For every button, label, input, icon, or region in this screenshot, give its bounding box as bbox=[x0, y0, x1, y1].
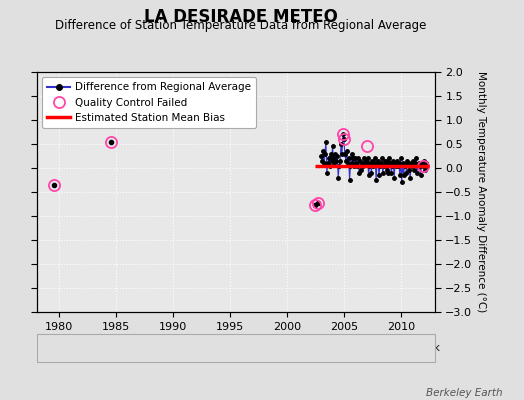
Legend: Difference from Regional Average, Quality Control Failed, Estimated Station Mean: Difference from Regional Average, Qualit… bbox=[42, 77, 256, 128]
Text: Time of Obs. Change: Time of Obs. Change bbox=[264, 343, 366, 353]
Text: Berkeley Earth: Berkeley Earth bbox=[427, 388, 503, 398]
Text: Difference of Station Temperature Data from Regional Average: Difference of Station Temperature Data f… bbox=[56, 19, 427, 32]
Text: Record Gap: Record Gap bbox=[172, 343, 228, 353]
Text: Empirical Break: Empirical Break bbox=[363, 343, 440, 353]
Y-axis label: Monthly Temperature Anomaly Difference (°C): Monthly Temperature Anomaly Difference (… bbox=[476, 71, 486, 313]
Text: Station Move: Station Move bbox=[77, 343, 140, 353]
Text: LA DESIRADE METEO: LA DESIRADE METEO bbox=[144, 8, 338, 26]
